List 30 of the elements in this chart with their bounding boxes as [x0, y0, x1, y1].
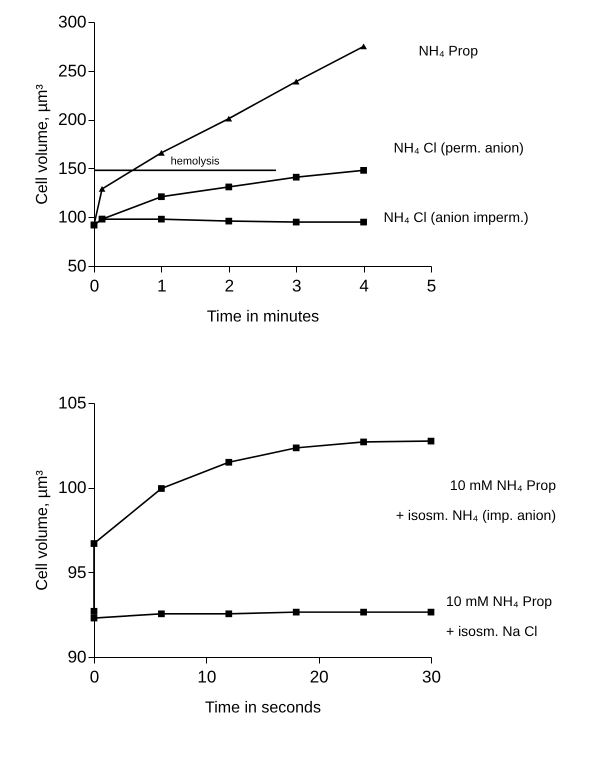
y-tick-label: 105: [58, 394, 86, 412]
x-tick-label: 1: [157, 276, 167, 296]
y-tick-label: 300: [58, 12, 86, 32]
x-tick-label: 20: [310, 668, 329, 686]
x-axis-title: Time in minutes: [206, 308, 320, 326]
annotation: hemolysis: [170, 155, 220, 168]
y-tick-label: 250: [58, 61, 86, 80]
x-tick-label: 5: [426, 276, 436, 296]
text: NH₄ Cl (perm. anion): [394, 139, 524, 156]
y-tick-label: 200: [58, 110, 86, 130]
x-tick-label: 4: [359, 276, 369, 296]
x-tick-label: 30: [422, 668, 441, 686]
x-tick-label: 2: [224, 276, 234, 296]
y-tick-label: 100: [58, 478, 86, 498]
series-label: 10 mM NH₄ Prop + isosm. Na Cl: [446, 593, 552, 640]
y-tick-label: 150: [58, 158, 86, 178]
y-axis-title: Cell volume, µm³: [34, 84, 52, 205]
y-tick-label: 100: [58, 208, 86, 227]
y-axis-title: Cell volume, µm³: [34, 470, 52, 591]
series-label: NH₄ Cl (anion imperm.): [384, 209, 529, 226]
x-axis-title: Time in seconds: [205, 700, 321, 716]
x-tick-label: 0: [90, 276, 100, 296]
x-tick-label: 3: [292, 276, 302, 296]
y-tick-label: 95: [68, 562, 86, 582]
x-tick-label: 0: [90, 668, 100, 686]
text: 10 mM NH₄ Prop + isosm. NH₄ (imp. anion): [396, 477, 556, 524]
y-tick-label: 50: [68, 256, 86, 276]
x-tick-label: 10: [197, 668, 216, 686]
text: NH₄ Prop: [418, 42, 478, 58]
y-tick-label: 90: [68, 648, 86, 666]
